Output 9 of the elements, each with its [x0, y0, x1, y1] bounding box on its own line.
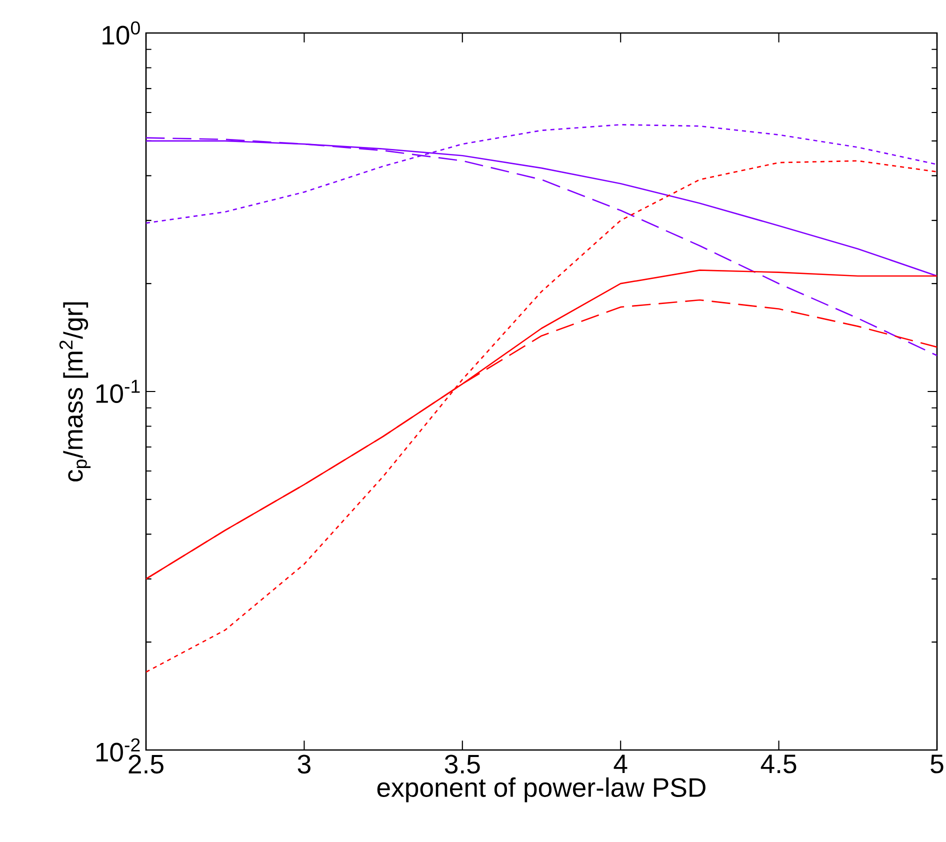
x-tick-label: 4.5 [760, 754, 796, 774]
x-tick-label: 4 [614, 754, 628, 774]
y-axis-title: c$_{p}$/mass [m$^{2}$/gr] [59, 302, 91, 482]
y-tick-label: 10$^{-1}$ [96, 380, 140, 404]
x-tick-label: 3.5 [444, 754, 480, 774]
x-tick-label: 5 [930, 754, 944, 774]
y-tick-label: 10$^{0}$ [102, 21, 140, 45]
x-axis-title: exponent of power-law PSD [377, 777, 706, 802]
x-tick-label: 3 [298, 754, 310, 774]
